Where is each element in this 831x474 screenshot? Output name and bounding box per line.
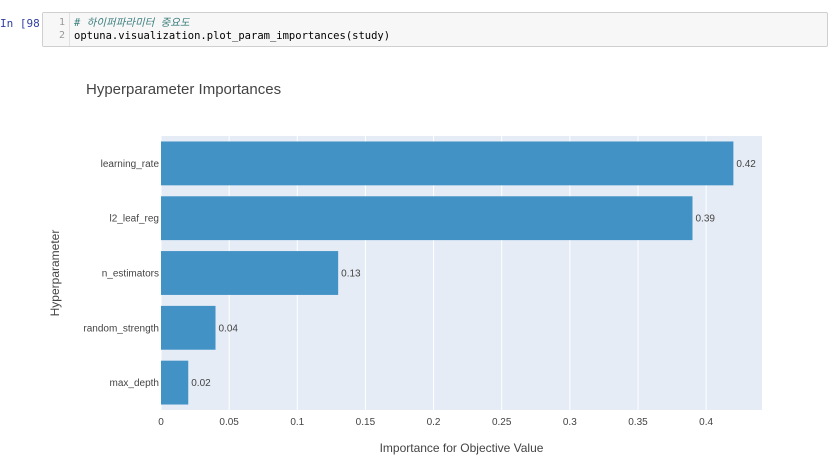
y-tick-label: random_strength <box>83 323 159 334</box>
bar-learning-rate <box>161 141 734 186</box>
bar-l2-leaf-reg <box>161 196 693 241</box>
y-axis-title: Hyperparameter <box>48 230 62 317</box>
y-tick-label: l2_leaf_reg <box>110 214 159 225</box>
chart-title: Hyperparameter Importances <box>86 81 281 98</box>
y-tick-label: learning_rate <box>101 159 160 170</box>
code-line-comment[interactable]: # 하이퍼파라미터 중요도 <box>74 17 190 29</box>
data-label: 0.39 <box>695 214 715 225</box>
x-tick-label: 0.2 <box>427 417 441 428</box>
y-tick-label: max_depth <box>110 378 159 389</box>
x-tick-label: 0.15 <box>356 417 376 428</box>
x-tick-label: 0 <box>158 417 164 428</box>
data-label: 0.04 <box>219 323 239 334</box>
bar-random-strength <box>161 305 216 350</box>
x-axis-title: Importance for Objective Value <box>380 441 544 455</box>
y-tick-labels: learning_rate l2_leaf_reg n_estimatorsrand… <box>83 159 159 389</box>
line-number-gutter: 1 2 <box>43 13 70 46</box>
data-label: 0.02 <box>191 378 211 389</box>
x-tick-label: 0.4 <box>699 417 713 428</box>
chart-svg: Hyperparameter Importances 0.420.390.130… <box>48 81 762 455</box>
code-cell[interactable]: 1 2 # 하이퍼파라미터 중요도 optuna.visualization.p… <box>42 12 828 47</box>
line-number-1: 1 <box>58 17 65 28</box>
x-tick-labels: 0 0.05 0.1 0.15 0.2 0.25 0.3 0.35 0.4 <box>158 417 713 428</box>
line-number-2: 2 <box>58 30 65 41</box>
bar-n-estimators <box>161 251 339 295</box>
x-tick-label: 0.3 <box>563 417 577 428</box>
code-line-call[interactable]: optuna.visualization.plot_param_importan… <box>74 30 391 42</box>
importance-chart: Hyperparameter Importances 0.42 0.39 0.13 0… <box>0 60 831 470</box>
x-tick-label: 0.35 <box>628 417 648 428</box>
data-label: 0.42 <box>736 159 756 170</box>
y-tick-label: n_estimators <box>102 269 159 280</box>
bars: 0.42 0.39 0.13 0.04 0.02 <box>161 141 756 405</box>
data-label: 0.13 <box>341 269 361 280</box>
x-tick-label: 0.1 <box>290 417 304 428</box>
cell-prompt: In [98]: <box>0 17 40 30</box>
x-tick-label: 0.05 <box>219 417 239 428</box>
x-tick-label: 0.25 <box>492 417 512 428</box>
bar-max-depth <box>161 360 189 405</box>
